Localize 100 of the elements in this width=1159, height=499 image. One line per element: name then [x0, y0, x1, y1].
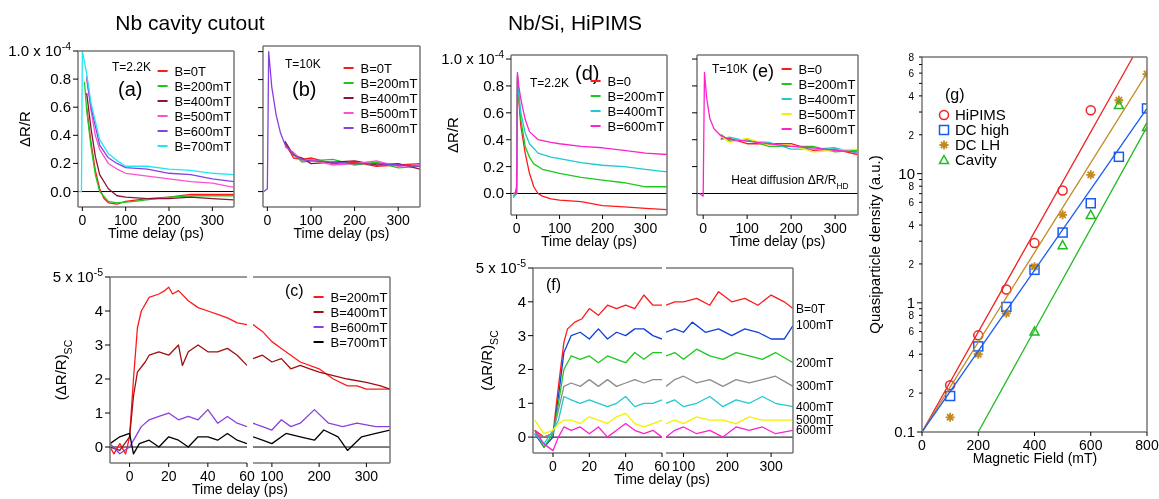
legend-label: HiPIMS [955, 106, 1006, 123]
x-axis-title: Time delay (ps) [108, 225, 204, 241]
x-axis-title: Time delay (ps) [293, 225, 390, 241]
annotation: (g) [945, 86, 965, 103]
x-tick-label: 300 [386, 212, 411, 228]
x-tick-label: 60 [239, 468, 255, 484]
annotation: T=2.2K [112, 60, 152, 74]
annotation: (d) [575, 62, 600, 84]
y-tick-label: 0.1 [894, 423, 915, 440]
y-axis-title: ΔR/R [16, 110, 33, 147]
x-axis-title: Time delay (ps) [541, 233, 637, 249]
legend-label: B=600mT [174, 124, 232, 139]
x-tick-label: 300 [823, 220, 848, 236]
x-tick-label: 100 [671, 458, 696, 474]
annotation: (f) [546, 276, 562, 293]
x-tick-label: 40 [617, 458, 634, 474]
annotation: (c) [285, 282, 304, 299]
y-tick-label: 3 [94, 336, 103, 354]
chart-title: Nb cavity cutout [115, 11, 265, 34]
series-label: 600mT [796, 423, 835, 438]
legend-label: B=200mT [330, 290, 388, 305]
y-tick-label: 4 [94, 302, 103, 319]
y-tick-label: 0.8 [50, 70, 71, 88]
y-tick-label: 0.0 [50, 182, 71, 200]
legend-label: B=400mT [607, 104, 665, 119]
x-tick-label: 200 [157, 212, 181, 228]
series-label: 400mT [796, 399, 835, 414]
legend-label: B=700mT [330, 335, 388, 350]
legend-label: B=200mT [798, 77, 856, 92]
legend-label: B=0T [174, 64, 207, 79]
legend-label: B=400mT [360, 91, 418, 106]
x-tick-label: 20 [160, 468, 177, 484]
x-tick-label: 800 [1135, 437, 1159, 453]
text: 6 [908, 326, 915, 337]
annotation: (b) [292, 78, 317, 100]
legend-label: B=400mT [330, 305, 388, 320]
y-tick-label: 0.4 [50, 126, 71, 144]
x-tick-label: 200 [307, 468, 332, 484]
text: 6 [908, 67, 915, 79]
x-tick-label: 20 [581, 458, 598, 474]
annotation: Heat diffusion ΔR/R$_{HD}$ [731, 173, 849, 191]
legend-label: B=400mT [174, 94, 232, 109]
x-tick-label: 0 [918, 437, 927, 453]
legend-label: B=200mT [607, 89, 665, 104]
legend-label: B=200mT [360, 76, 418, 91]
annotation: (a) [118, 78, 143, 100]
x-tick-label: 200 [966, 437, 991, 453]
series-label: 200mT [796, 355, 835, 370]
text: 8 [908, 180, 915, 192]
legend-label: B=500mT [174, 109, 232, 124]
y-tick-label: 1 [906, 293, 915, 311]
legend-label: B=700mT [174, 139, 232, 154]
legend-label: Cavity [955, 151, 998, 168]
x-tick-label: 100 [735, 220, 760, 236]
annotation: (e) [752, 61, 774, 81]
x-tick-label: 100 [260, 468, 284, 484]
y-axis-title: Quasiparticle density (a.u.) [866, 155, 883, 334]
y-tick-label: 2 [94, 370, 103, 388]
x-tick-label: 200 [342, 212, 367, 228]
legend-label: DC high [955, 121, 1010, 138]
x-tick-label: 40 [200, 468, 216, 484]
x-tick-label: 300 [633, 220, 658, 236]
x-axis-title: Magnetic Field (mT) [972, 450, 1098, 466]
x-tick-label: 0 [699, 220, 708, 236]
y-axis-title: ΔR/R [444, 116, 461, 153]
series-label: 300mT [796, 379, 835, 394]
text: 1.0 x 10$^{-4}$ [441, 48, 505, 67]
legend-label: B=500mT [798, 107, 856, 122]
x-tick-label: 100 [113, 212, 138, 228]
annotation: T=10K [285, 57, 321, 71]
x-tick-label: 200 [779, 220, 804, 236]
text: 5 x 10$^{-5}$ [52, 266, 104, 285]
legend-label: B=600mT [330, 320, 388, 335]
text: 8 [908, 51, 915, 63]
y-tick-label: 3 [517, 326, 526, 344]
x-tick-label: 100 [547, 220, 572, 236]
x-tick-label: 200 [590, 220, 615, 236]
legend-label: B=0T [360, 61, 393, 76]
x-tick-label: 0 [78, 212, 87, 228]
series-label: B=0T [796, 301, 826, 316]
x-tick-label: 200 [715, 458, 740, 474]
y-tick-label: 0.2 [50, 154, 71, 172]
annotation: T=10K [712, 62, 748, 76]
x-tick-label: 0 [263, 212, 272, 228]
x-tick-label: 600 [1079, 437, 1103, 453]
y-tick-label: 0.8 [483, 76, 504, 94]
x-axis-title: Time delay (ps) [192, 481, 288, 497]
x-tick-label: 300 [759, 458, 783, 474]
y-tick-label: 10 [898, 164, 915, 182]
text: 8 [908, 309, 915, 321]
text: 6 [908, 197, 915, 208]
y-tick-label: 0.4 [483, 130, 504, 148]
y-tick-label: 0.6 [483, 103, 504, 121]
chart-title: Nb/Si, HiPIMS [507, 11, 643, 34]
x-axis-title: Time delay (ps) [614, 471, 710, 487]
legend-label: B=0 [798, 62, 823, 77]
y-tick-label: 0.0 [483, 184, 504, 202]
x-tick-label: 400 [1022, 437, 1047, 453]
x-tick-label: 300 [200, 212, 225, 228]
x-tick-label: 0 [549, 458, 558, 474]
